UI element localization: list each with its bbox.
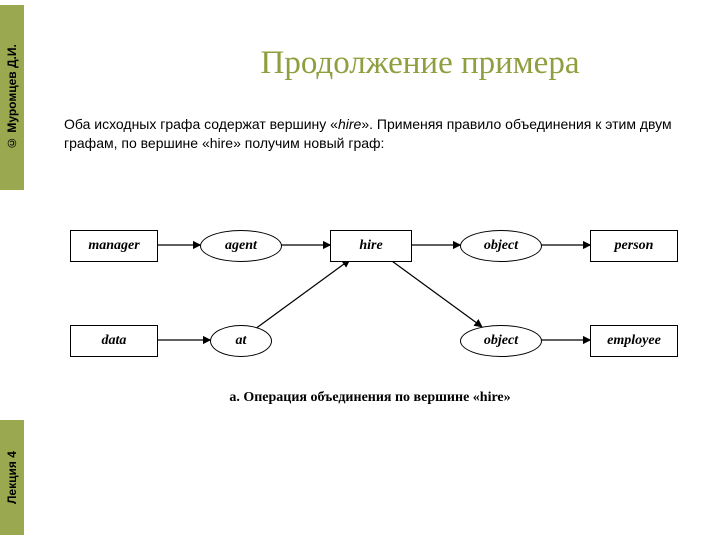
author-label: © Муромцев Д.И. xyxy=(0,5,24,190)
node-hire: hire xyxy=(330,230,412,262)
graph-diagram: а. Операция объединения по вершине «hire… xyxy=(40,210,700,430)
node-manager: manager xyxy=(70,230,158,262)
page-title: Продолжение примера xyxy=(150,45,690,82)
node-agent: agent xyxy=(200,230,282,262)
node-data: data xyxy=(70,325,158,357)
edge-at-hire xyxy=(257,260,350,328)
node-object1: object xyxy=(460,230,542,262)
body-paragraph: Оба исходных графа содержат вершину «hir… xyxy=(64,115,684,153)
diagram-caption: а. Операция объединения по вершине «hire… xyxy=(40,390,700,406)
edge-hire-object2 xyxy=(391,260,482,327)
node-person: person xyxy=(590,230,678,262)
node-object2: object xyxy=(460,325,542,357)
node-employee: employee xyxy=(590,325,678,357)
lecture-label: Лекция 4 xyxy=(0,420,24,535)
node-at: at xyxy=(210,325,272,357)
